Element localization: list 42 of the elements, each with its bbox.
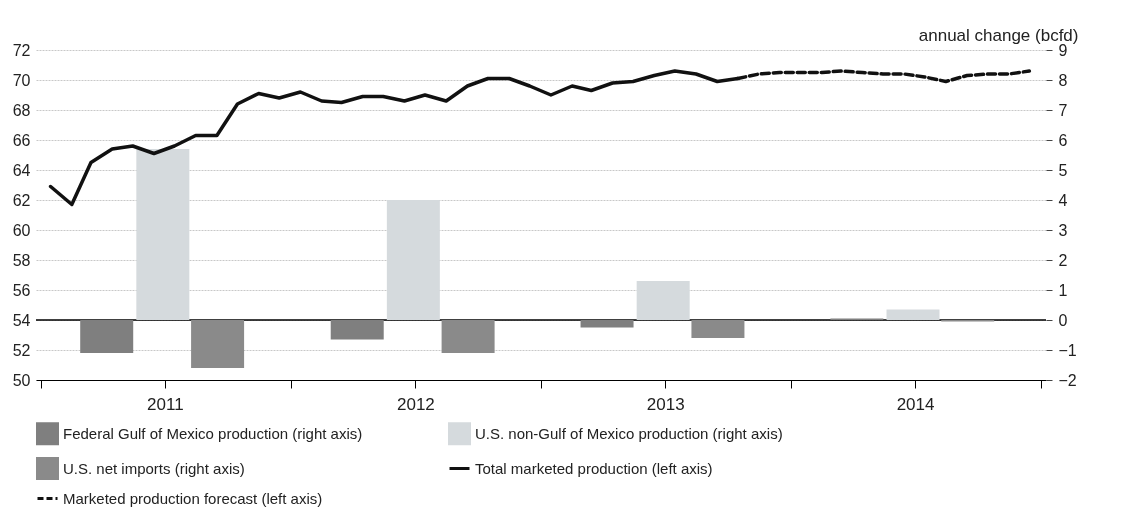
y2-tick-label: 6 — [1058, 131, 1068, 149]
x-tick-label: 2012 — [396, 394, 435, 414]
x-tick-label: 2013 — [646, 394, 685, 414]
legend-label: Total marketed production (left axis) — [475, 459, 713, 477]
bar — [691, 320, 745, 338]
y2-tick-label: 0 — [1058, 311, 1068, 329]
bar — [80, 320, 134, 353]
y-tick-label: 52 — [12, 341, 31, 359]
y-tick-label: 72 — [12, 41, 31, 59]
y2-tick-label: 5 — [1058, 161, 1068, 179]
y-tick-label: 62 — [12, 191, 31, 209]
bar — [441, 320, 495, 353]
y2-tick-label: −1 — [1058, 341, 1077, 359]
y2-tick-label: 4 — [1058, 191, 1068, 209]
y2-tick-label: 3 — [1058, 221, 1068, 239]
bar — [330, 320, 384, 340]
bar — [636, 281, 690, 320]
legend-label: Marketed production forecast (left axis) — [63, 489, 323, 507]
bar — [886, 309, 940, 320]
bar — [386, 200, 440, 320]
legend-label: U.S. non-Gulf of Mexico production (right axis) — [475, 424, 783, 442]
y2-tick-label: −2 — [1058, 371, 1077, 389]
x-tick-label: 2011 — [147, 394, 184, 414]
y2-tick-label: 2 — [1058, 251, 1068, 269]
y-tick-label: 68 — [12, 101, 31, 119]
y2-tick-label: 7 — [1058, 101, 1068, 119]
x-tick-label: 2014 — [896, 394, 935, 414]
legend-label: U.S. net imports (right axis) — [63, 459, 245, 477]
y-tick-label: 50 — [12, 371, 31, 389]
y2-tick-label: 8 — [1058, 71, 1068, 89]
y-tick-label: 56 — [12, 281, 31, 299]
bar — [191, 320, 245, 368]
y-tick-label: 64 — [12, 161, 31, 179]
y-tick-label: 60 — [12, 221, 31, 239]
y2-tick-label: 1 — [1058, 281, 1068, 299]
y-tick-label: 66 — [12, 131, 31, 149]
y-tick-label: 58 — [12, 251, 31, 269]
legend-label: Federal Gulf of Mexico production (right axis) — [63, 424, 363, 442]
y-tick-label: 54 — [12, 311, 31, 329]
bar — [580, 320, 634, 328]
bar — [136, 149, 190, 320]
y-tick-label: 70 — [12, 71, 31, 89]
